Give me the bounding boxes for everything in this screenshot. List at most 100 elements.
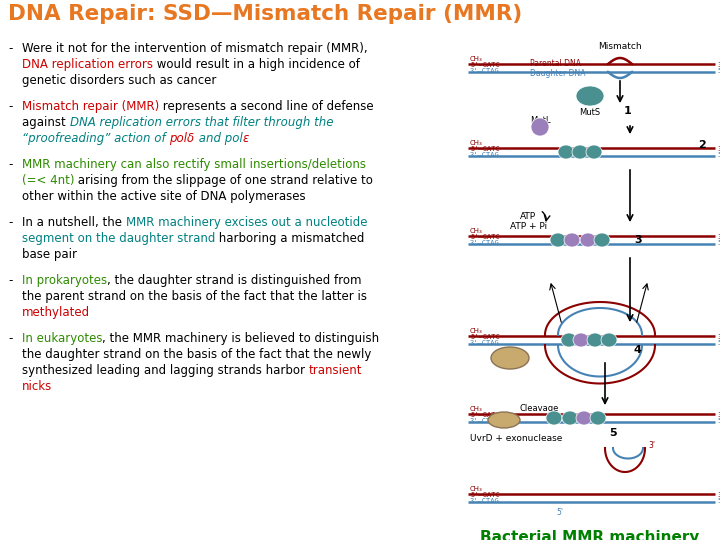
Text: 1: 1 (624, 106, 631, 116)
Text: 3'—CTAG: 3'—CTAG (470, 152, 500, 158)
Text: DNA replication errors that filter through the: DNA replication errors that filter throu… (70, 116, 333, 129)
Text: ε: ε (243, 132, 248, 145)
Ellipse shape (594, 233, 610, 247)
Text: 3': 3' (717, 62, 720, 68)
Text: polδ: polδ (169, 132, 194, 145)
Text: 5: 5 (609, 428, 616, 438)
Text: 3': 3' (648, 442, 655, 450)
Text: MMR machinery can also rectify small insertions/deletions: MMR machinery can also rectify small ins… (22, 158, 366, 171)
Ellipse shape (576, 411, 592, 425)
Text: transient: transient (309, 364, 362, 377)
Text: genetic disorders such as cancer: genetic disorders such as cancer (22, 74, 217, 87)
Text: Mismatch repair (MMR): Mismatch repair (MMR) (22, 100, 159, 113)
Ellipse shape (491, 347, 529, 369)
Ellipse shape (573, 333, 589, 347)
Text: -: - (8, 158, 12, 171)
Text: -: - (8, 332, 12, 345)
Text: Mismatch: Mismatch (598, 42, 642, 51)
Text: , the daughter strand is distinguished from: , the daughter strand is distinguished f… (107, 274, 361, 287)
Text: MutL: MutL (530, 116, 550, 125)
Text: 5'—GATC: 5'—GATC (470, 334, 500, 340)
Ellipse shape (572, 145, 588, 159)
Text: represents a second line of defense: represents a second line of defense (159, 100, 374, 113)
Text: 3'—CTAG: 3'—CTAG (470, 418, 500, 424)
Text: CH₃: CH₃ (470, 406, 482, 412)
Text: Bacterial MMR machinery: Bacterial MMR machinery (480, 530, 700, 540)
Text: 3'—CTAG: 3'—CTAG (470, 498, 500, 504)
Text: CH₃: CH₃ (470, 228, 482, 234)
Text: “proofreading” action of: “proofreading” action of (22, 132, 169, 145)
Text: , the MMR machinery is believed to distinguish: , the MMR machinery is believed to disti… (102, 332, 379, 345)
Ellipse shape (562, 411, 578, 425)
Ellipse shape (586, 145, 602, 159)
Ellipse shape (601, 333, 617, 347)
Text: MMR machinery excises out a nucleotide: MMR machinery excises out a nucleotide (126, 216, 367, 229)
Text: 3': 3' (717, 412, 720, 418)
Ellipse shape (564, 233, 580, 247)
Text: In prokaryotes: In prokaryotes (22, 274, 107, 287)
Text: 3'—CTAG: 3'—CTAG (470, 340, 500, 346)
Text: 3': 3' (717, 492, 720, 498)
Text: 4: 4 (634, 345, 642, 355)
Text: 5': 5' (717, 152, 720, 158)
Text: -: - (8, 100, 12, 113)
Text: 5'—GATC: 5'—GATC (470, 62, 500, 68)
Ellipse shape (558, 145, 574, 159)
Text: 5'—GATC: 5'—GATC (470, 146, 500, 152)
Text: 5'—GATC: 5'—GATC (470, 492, 500, 498)
Text: CH₃: CH₃ (470, 140, 482, 146)
Text: 3': 3' (717, 334, 720, 340)
Text: the parent strand on the basis of the fact that the latter is: the parent strand on the basis of the fa… (22, 290, 367, 303)
Text: DNA Repair: SSD—Mismatch Repair (MMR): DNA Repair: SSD—Mismatch Repair (MMR) (8, 4, 522, 24)
Text: 3': 3' (717, 234, 720, 240)
Text: (=< 4nt): (=< 4nt) (22, 174, 74, 187)
Text: MutH: MutH (499, 354, 521, 362)
Text: UvrD + exonuclease: UvrD + exonuclease (470, 434, 562, 443)
Text: segment on the daughter strand: segment on the daughter strand (22, 232, 215, 245)
Text: the daughter strand on the basis of the fact that the newly: the daughter strand on the basis of the … (22, 348, 372, 361)
Text: Cleavage: Cleavage (520, 404, 559, 413)
Text: other within the active site of DNA polymerases: other within the active site of DNA poly… (22, 190, 305, 203)
Ellipse shape (587, 333, 603, 347)
Text: MutS: MutS (580, 108, 600, 117)
Text: 5'—GATC: 5'—GATC (470, 234, 500, 240)
Text: -: - (8, 274, 12, 287)
Text: ATP + Pi: ATP + Pi (510, 222, 547, 231)
Text: DNA replication errors: DNA replication errors (22, 58, 153, 71)
Text: would result in a high incidence of: would result in a high incidence of (153, 58, 360, 71)
Text: 3'—CTAG: 3'—CTAG (470, 68, 500, 74)
Text: synthesized leading and lagging strands harbor: synthesized leading and lagging strands … (22, 364, 309, 377)
Text: CH₃: CH₃ (470, 486, 482, 492)
Text: -: - (8, 216, 12, 229)
Text: CH₃: CH₃ (470, 56, 482, 62)
Text: In eukaryotes: In eukaryotes (22, 332, 102, 345)
Text: 5': 5' (557, 508, 564, 517)
Ellipse shape (576, 86, 604, 106)
Ellipse shape (580, 233, 596, 247)
Text: methylated: methylated (22, 306, 90, 319)
Text: 3': 3' (717, 146, 720, 152)
Text: 5': 5' (717, 68, 720, 74)
Text: base pair: base pair (22, 248, 77, 261)
Text: 5': 5' (717, 240, 720, 246)
Text: 5': 5' (717, 340, 720, 346)
Ellipse shape (550, 233, 566, 247)
Text: against: against (22, 116, 70, 129)
Ellipse shape (531, 118, 549, 136)
Text: nicks: nicks (22, 380, 53, 393)
Text: 2: 2 (698, 140, 706, 150)
Ellipse shape (590, 411, 606, 425)
Text: Parental DNA: Parental DNA (530, 58, 581, 68)
Text: In a nutshell, the: In a nutshell, the (22, 216, 126, 229)
Text: arising from the slippage of one strand relative to: arising from the slippage of one strand … (74, 174, 374, 187)
Text: and pol: and pol (194, 132, 243, 145)
Text: harboring a mismatched: harboring a mismatched (215, 232, 365, 245)
Text: -: - (8, 42, 12, 55)
Text: 5'—GATC: 5'—GATC (470, 412, 500, 418)
Text: 5': 5' (717, 498, 720, 504)
Ellipse shape (546, 411, 562, 425)
Text: Daughter DNA: Daughter DNA (530, 69, 585, 78)
Text: 5': 5' (717, 418, 720, 424)
Text: 3'—CTAG: 3'—CTAG (470, 240, 500, 246)
Text: ATP: ATP (520, 212, 536, 221)
